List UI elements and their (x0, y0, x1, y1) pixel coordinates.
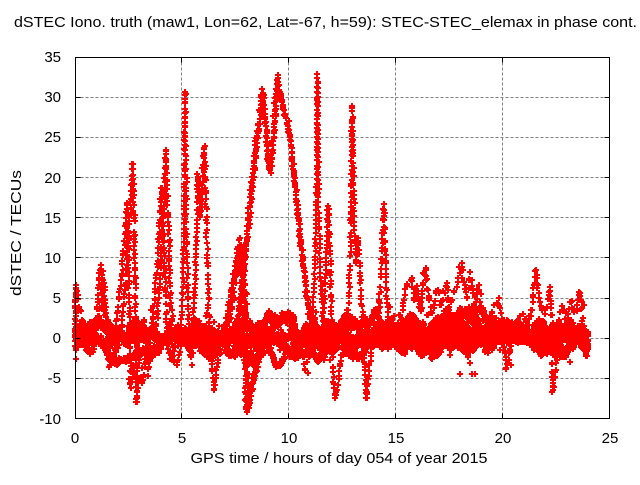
svg-text:5: 5 (178, 430, 186, 447)
svg-text:25: 25 (44, 129, 61, 146)
svg-text:dSTEC Iono. truth (maw1, Lon=6: dSTEC Iono. truth (maw1, Lon=62, Lat=-67… (14, 14, 637, 31)
svg-text:20: 20 (44, 170, 61, 187)
svg-text:GPS time / hours of day 054 of: GPS time / hours of day 054 of year 2015 (191, 450, 488, 467)
svg-text:0: 0 (53, 330, 61, 347)
svg-text:15: 15 (44, 210, 61, 227)
svg-text:15: 15 (388, 430, 405, 447)
svg-text:5: 5 (53, 290, 61, 307)
svg-text:20: 20 (495, 430, 512, 447)
svg-text:10: 10 (44, 250, 61, 267)
svg-text:25: 25 (602, 430, 619, 447)
svg-text:35: 35 (44, 49, 61, 66)
svg-text:-5: -5 (48, 370, 61, 387)
svg-text:0: 0 (71, 430, 79, 447)
svg-text:-10: -10 (39, 411, 61, 428)
svg-text:10: 10 (281, 430, 298, 447)
svg-text:30: 30 (44, 89, 61, 106)
svg-text:dSTEC / TECUs: dSTEC / TECUs (8, 170, 25, 296)
